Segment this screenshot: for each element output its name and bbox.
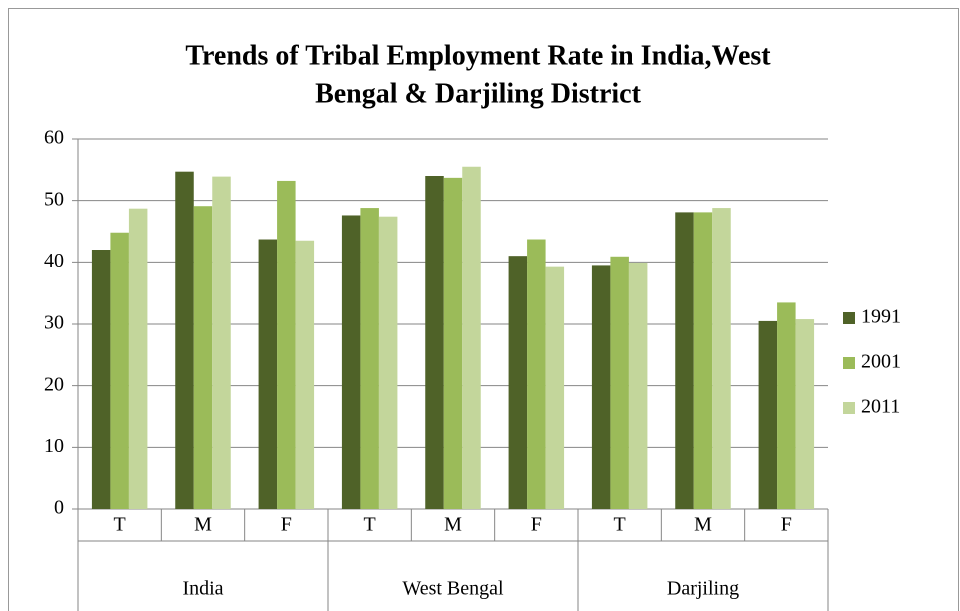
- x-tick-label: M: [444, 514, 462, 536]
- bar: [675, 212, 694, 509]
- bar: [795, 319, 815, 509]
- chart-title: Bengal & Darjiling District: [315, 78, 642, 109]
- bar: [425, 176, 444, 509]
- bar: [277, 180, 296, 509]
- bar: [591, 265, 611, 509]
- y-tick-label: 40: [44, 250, 64, 272]
- x-tick-label: F: [781, 514, 792, 536]
- bar: [175, 171, 194, 509]
- legend-swatch: [843, 357, 855, 369]
- y-tick-label: 20: [44, 373, 64, 395]
- bar: [462, 166, 481, 509]
- bar: [378, 216, 398, 509]
- chart-border: [8, 8, 959, 611]
- legend-label: 2001: [861, 351, 901, 373]
- bar: [758, 320, 778, 509]
- bar: [545, 266, 565, 509]
- bar: [91, 250, 111, 509]
- y-tick-label: 10: [44, 435, 64, 457]
- bar: [777, 302, 796, 509]
- legend-label: 2011: [861, 396, 900, 418]
- bar: [193, 206, 213, 509]
- bar: [610, 256, 629, 509]
- y-tick-label: 60: [44, 127, 64, 149]
- bar: [693, 212, 713, 509]
- group-label: West Bengal: [402, 578, 504, 600]
- legend-label: 1991: [861, 306, 901, 328]
- bar: [295, 240, 315, 509]
- bar: [341, 215, 361, 509]
- bar: [628, 262, 648, 509]
- bar: [360, 208, 379, 510]
- bar: [212, 176, 231, 509]
- legend-swatch: [843, 402, 855, 414]
- bar: [128, 208, 148, 509]
- x-tick-label: T: [614, 514, 626, 536]
- bar: [712, 208, 731, 510]
- chart-title: Trends of Tribal Employment Rate in Indi…: [185, 40, 771, 71]
- group-label: Darjiling: [667, 578, 739, 600]
- x-tick-label: M: [194, 514, 212, 536]
- group-label: India: [182, 578, 223, 600]
- bar: [443, 177, 463, 509]
- x-tick-label: F: [531, 514, 542, 536]
- x-tick-label: M: [694, 514, 712, 536]
- x-tick-label: F: [281, 514, 292, 536]
- bar: [527, 239, 546, 509]
- legend-swatch: [843, 312, 855, 324]
- y-tick-label: 50: [44, 188, 64, 210]
- x-tick-label: T: [114, 514, 126, 536]
- bar: [258, 239, 278, 509]
- bar: [110, 232, 129, 509]
- bar: [508, 256, 528, 509]
- y-tick-label: 0: [54, 497, 64, 519]
- x-tick-label: T: [364, 514, 376, 536]
- y-tick-label: 30: [44, 312, 64, 334]
